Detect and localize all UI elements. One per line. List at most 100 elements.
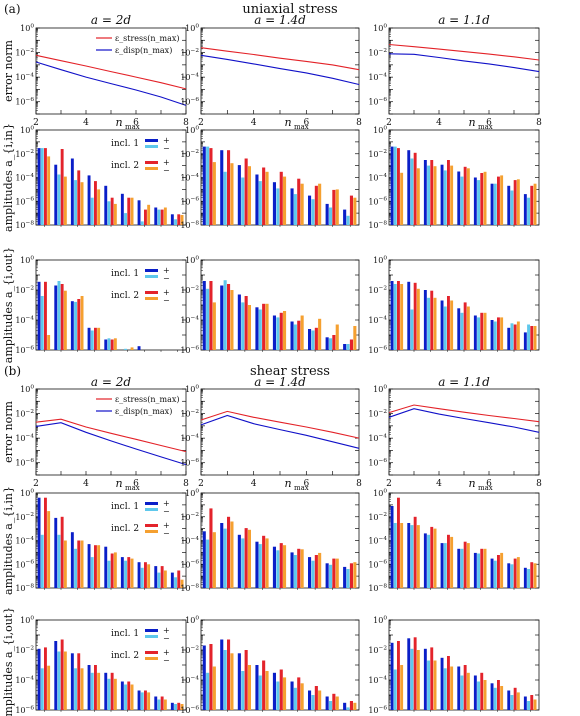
bar-incl2-minus — [353, 702, 357, 710]
y-tick-label: 10−8 — [180, 583, 199, 593]
bar-incl2-minus — [130, 684, 134, 710]
panel-b-in-11d: 100 10−2 10−4 10−6 10−8 — [368, 488, 540, 593]
bar-incl2-minus — [433, 660, 437, 710]
bar-incl2-plus — [110, 197, 114, 225]
x-tick-label: 4 — [436, 479, 442, 489]
bar-incl2-minus — [400, 665, 404, 710]
stress-error-line — [35, 54, 187, 90]
bar-incl2-minus — [265, 303, 269, 350]
bar-incl1-plus — [440, 300, 444, 350]
bar-incl1-plus — [290, 188, 294, 225]
bar-incl2-plus — [44, 281, 47, 350]
bar-incl1-minus — [206, 672, 210, 710]
y-tick-label: 10−2 — [368, 285, 387, 295]
bar-incl1-minus — [241, 177, 245, 225]
legend-swatch-incl2-minus — [145, 297, 158, 300]
legend-swatch-incl2-minus — [145, 657, 158, 660]
bar-incl2-plus — [177, 214, 181, 225]
legend-sign-plus: + — [163, 499, 170, 508]
x-axis-label-sub: max — [478, 484, 493, 492]
bar-incl1-minus — [223, 171, 227, 225]
bar-incl2-plus — [244, 158, 248, 225]
bar-incl2-plus — [60, 639, 64, 710]
bar-incl1-plus — [137, 690, 141, 710]
bar-incl1-minus — [460, 548, 464, 588]
bar-incl1-plus — [523, 696, 527, 710]
legend-sign-plus: + — [163, 648, 170, 657]
bar-incl2-plus — [530, 562, 534, 588]
legend-sign-minus: − — [163, 274, 170, 283]
bar-incl2-plus — [463, 665, 467, 710]
legend-sign-plus: + — [163, 288, 170, 297]
bar-incl1-minus — [329, 701, 333, 710]
bar-incl1-plus — [170, 214, 174, 225]
bar-incl1-minus — [40, 296, 44, 350]
legend-label-incl2: incl. 2 — [111, 524, 139, 534]
bar-incl1-plus — [137, 562, 141, 588]
row-label-err: error norm — [2, 401, 15, 463]
bar-incl2-minus — [318, 552, 322, 588]
y-tick-label: 100 — [20, 23, 34, 33]
bar-incl2-plus — [447, 296, 450, 350]
bar-incl1-plus — [202, 146, 206, 225]
x-tick-label: 8 — [536, 118, 542, 128]
bar-incl1-plus — [37, 648, 41, 710]
bar-incl2-plus — [127, 557, 131, 588]
legend-label-incl2: incl. 2 — [111, 291, 139, 301]
bar-incl2-plus — [413, 152, 417, 225]
x-tick-label: 2 — [33, 479, 39, 489]
bar-incl2-minus — [113, 203, 117, 225]
bar-incl1-minus — [311, 199, 315, 225]
bar-incl2-plus — [397, 641, 400, 710]
x-axis-label-sub: max — [294, 484, 309, 492]
legend-label-incl2: incl. 2 — [111, 651, 139, 661]
bar-incl2-minus — [265, 538, 269, 588]
y-tick-label: 10−6 — [180, 345, 199, 355]
y-tick-label: 10−6 — [15, 345, 34, 355]
bar-incl2-minus — [353, 326, 357, 350]
y-tick-label: 10−2 — [180, 149, 199, 159]
section-title-a: uniaxial stress — [242, 2, 337, 17]
bar-incl2-plus — [349, 701, 353, 710]
bar-incl2-minus — [300, 183, 304, 225]
bar-incl1-plus — [220, 639, 224, 710]
bar-incl1-minus — [510, 564, 514, 589]
bar-incl2-minus — [247, 305, 251, 350]
bar-incl1-plus — [237, 165, 241, 225]
x-tick-label: 6 — [486, 479, 492, 489]
bar-incl1-plus — [325, 203, 329, 225]
bar-incl2-minus — [163, 699, 167, 710]
bar-incl2-minus — [212, 162, 216, 225]
bar-incl1-plus — [137, 346, 141, 350]
bar-incl1-minus — [393, 669, 397, 710]
bar-incl2-plus — [480, 548, 484, 588]
bar-incl2-minus — [247, 665, 251, 710]
bar-incl1-minus — [477, 317, 480, 350]
bar-incl2-minus — [483, 312, 487, 350]
bar-incl2-minus — [400, 172, 404, 225]
bar-incl2-minus — [113, 678, 117, 710]
bar-incl2-plus — [463, 302, 467, 350]
bar-incl2-plus — [413, 282, 417, 350]
row-label-out: amplitudes a_{i,out} — [2, 247, 15, 363]
bar-incl1-minus — [293, 194, 297, 225]
y-tick-label: 10−8 — [180, 220, 199, 230]
x-axis-label-sub: max — [125, 123, 140, 131]
x-tick-label: 6 — [303, 479, 309, 489]
y-tick-label: 10−4 — [15, 173, 34, 183]
x-tick-label: 8 — [183, 479, 189, 489]
bar-incl2-minus — [500, 552, 504, 588]
y-tick-label: 100 — [185, 23, 199, 33]
bar-incl1-plus — [473, 177, 477, 225]
legend-swatch-incl1-minus — [145, 635, 158, 638]
legend-label-incl2: incl. 2 — [111, 161, 139, 171]
bar-incl2-plus — [463, 541, 467, 588]
bar-incl1-plus — [70, 653, 74, 710]
bar-incl1-minus — [427, 534, 430, 588]
y-tick-label: 10−6 — [15, 197, 34, 207]
bar-incl2-minus — [335, 324, 339, 350]
legend-label-stress: ε_stress(n_max) — [115, 34, 180, 43]
bar-incl1-minus — [124, 560, 127, 588]
